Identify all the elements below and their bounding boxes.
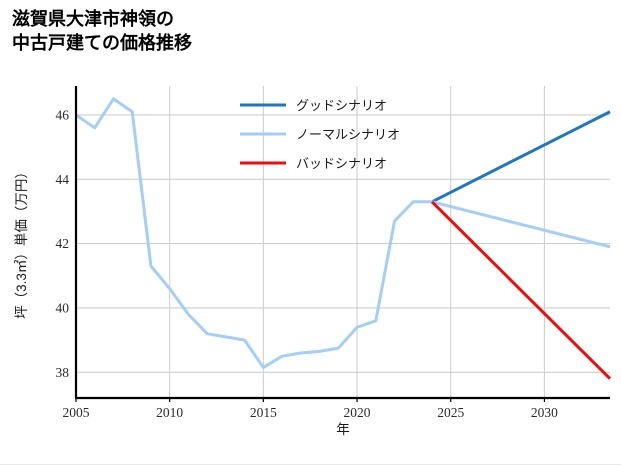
x-tick-label: 2010 [156,405,183,420]
x-tick-labels: 2005 2010 2015 2020 2025 2030 [63,398,558,420]
chart-title: 滋賀県大津市神領の 中古戸建ての価格推移 [12,9,192,53]
series-line [75,97,611,369]
x-tick-label: 2025 [437,405,464,420]
legend-label: バッドシナリオ [296,156,387,171]
axis-spines [74,86,610,400]
y-axis-title: 坪（3.3㎡）単価（万円） [14,165,29,319]
series-lines [75,97,612,380]
y-tick-labels: 38 40 42 44 46 [56,107,70,379]
y-tick-label: 42 [56,236,70,251]
y-tick-label: 44 [56,172,70,187]
y-tick-label: 40 [56,300,70,315]
y-tick-label: 38 [56,365,70,380]
x-tick-label: 2020 [344,405,371,420]
x-tick-label: 2030 [531,405,558,420]
legend-label: ノーマルシナリオ [296,127,400,142]
x-axis-title: 年 [336,422,350,437]
y-tick-label: 46 [56,107,70,122]
legend-label: グッドシナリオ [296,98,387,113]
series-line [431,110,611,204]
series-line [430,200,612,380]
x-tick-label: 2015 [250,405,277,420]
x-tick-label: 2005 [63,405,90,420]
